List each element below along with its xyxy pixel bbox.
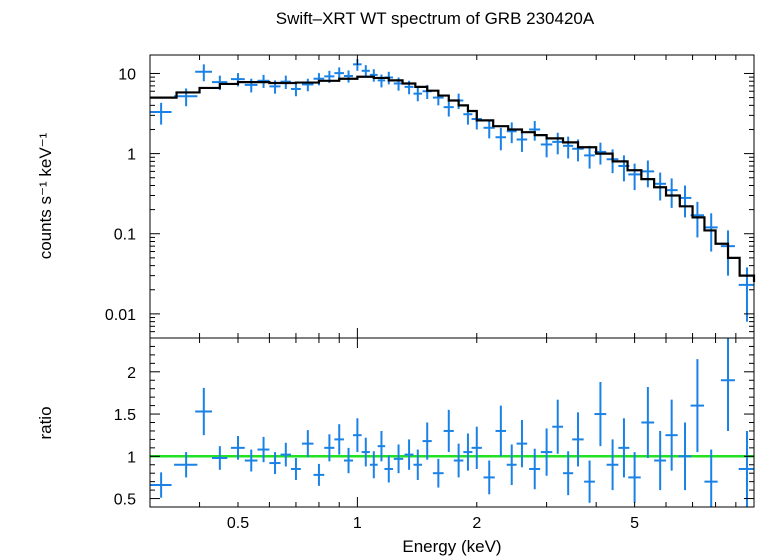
ratio-point-37: [572, 412, 584, 467]
spectrum-point-35: [552, 132, 564, 155]
bottom-y-tick-label: 0.5: [114, 492, 136, 509]
ratio-point-50: [738, 430, 754, 507]
bottom-y-tick-label: 2: [127, 365, 136, 382]
ratio-point-49: [720, 338, 735, 431]
top-ylabel: counts s⁻¹ keV⁻¹: [36, 132, 55, 259]
top-y-tick-label: 0.01: [105, 307, 136, 324]
ratio-point-8: [280, 442, 291, 467]
x-axis-label: Energy (keV): [402, 537, 501, 556]
top-y-tick-label: 10: [118, 66, 136, 83]
ratio-point-43: [641, 387, 655, 458]
spectrum-point-48: [704, 213, 718, 252]
spectrum-point-2: [195, 64, 213, 82]
spectrum-point-22: [413, 87, 422, 102]
spectrum-point-43: [641, 160, 655, 188]
spectrum-point-18: [377, 74, 386, 88]
ratio-point-36: [563, 451, 574, 496]
bottom-y-tick-label: 1: [127, 449, 136, 466]
x-tick-label: 1: [353, 515, 362, 532]
chart-title: Swift–XRT WT spectrum of GRB 230420A: [276, 9, 595, 28]
ratio-point-29: [483, 460, 495, 495]
spectrum-point-10: [301, 78, 314, 92]
spectrum-point-30: [495, 127, 507, 151]
top-y-tick-label: 0.1: [114, 227, 136, 244]
bottom-y-tick-label: 1.5: [114, 407, 136, 424]
x-tick-label: 2: [472, 515, 481, 532]
ratio-point-31: [506, 444, 517, 486]
bottom-panel-frame: [149, 337, 755, 508]
ratio-point-14: [343, 447, 354, 474]
spectrum-point-31: [506, 122, 517, 144]
x-tick-label: 5: [630, 515, 639, 532]
spectrum-point-38: [584, 145, 595, 169]
spectrum-point-14: [343, 70, 354, 83]
ratio-point-38: [584, 460, 595, 503]
ratio-point-17: [369, 451, 378, 479]
bottom-panel-marks: [150, 338, 754, 507]
ratio-point-25: [443, 409, 454, 453]
ratio-point-21: [404, 439, 414, 470]
spectrum-point-32: [516, 130, 528, 152]
top-panel-marks: [150, 58, 756, 322]
spectrum-point-0: [150, 102, 172, 125]
model-curve: [150, 75, 756, 282]
spectrum-point-42: [628, 163, 641, 191]
ratio-point-1: [174, 452, 198, 478]
ratio-point-45: [665, 399, 678, 471]
ratio-point-30: [495, 405, 507, 457]
spectrum-point-33: [529, 121, 541, 141]
spectrum-point-45: [665, 178, 678, 208]
ratio-point-26: [453, 443, 464, 478]
ratio-point-10: [301, 430, 314, 458]
ratio-point-19: [384, 455, 394, 483]
ratio-point-12: [324, 434, 335, 462]
axes: 0.5 1 2 5 0.01 0.1 1 10 0.5 1 1.5 2: [105, 55, 755, 532]
bottom-ylabel: ratio: [36, 406, 55, 439]
top-y-tick-label: 1: [127, 147, 136, 164]
ratio-point-16: [361, 437, 370, 467]
ratio-point-24: [432, 458, 444, 488]
spectrum-point-25: [443, 99, 454, 117]
ratio-point-39: [594, 381, 607, 447]
ratio-point-32: [516, 419, 528, 468]
ratio-point-42: [628, 452, 641, 503]
ratio-point-5: [244, 449, 258, 472]
spectrum-point-29: [483, 119, 495, 139]
ratio-point-28: [471, 426, 482, 469]
ratio-point-35: [552, 399, 564, 454]
ratio-point-40: [606, 439, 619, 491]
ratio-point-2: [195, 387, 213, 436]
ratio-point-11: [313, 463, 325, 486]
ratio-point-33: [529, 448, 541, 490]
ratio-point-13: [334, 424, 344, 455]
ratio-point-0: [150, 472, 172, 498]
ratio-point-23: [422, 422, 432, 460]
ratio-point-4: [230, 436, 245, 460]
ratio-point-47: [690, 359, 704, 453]
ratio-point-20: [393, 444, 404, 474]
ratio-point-3: [212, 446, 228, 470]
ratio-point-15: [353, 418, 362, 453]
ratio-point-6: [257, 436, 270, 463]
ratio-point-18: [377, 430, 386, 462]
x-tick-label: 0.5: [227, 515, 249, 532]
spectrum-point-17: [369, 69, 378, 82]
spectrum-point-16: [361, 65, 370, 78]
ratio-point-41: [618, 418, 630, 478]
spectrum-point-5: [244, 78, 258, 93]
spectrum-point-36: [563, 136, 574, 159]
spectrum-point-9: [290, 83, 301, 97]
ratio-point-7: [269, 452, 281, 475]
ratio-point-34: [540, 428, 553, 476]
ratio-point-48: [704, 449, 718, 507]
ratio-point-9: [290, 457, 301, 480]
ratio-point-27: [463, 433, 473, 471]
ratio-point-22: [413, 449, 422, 480]
ratio-point-44: [654, 430, 667, 491]
ratio-point-46: [678, 422, 692, 491]
